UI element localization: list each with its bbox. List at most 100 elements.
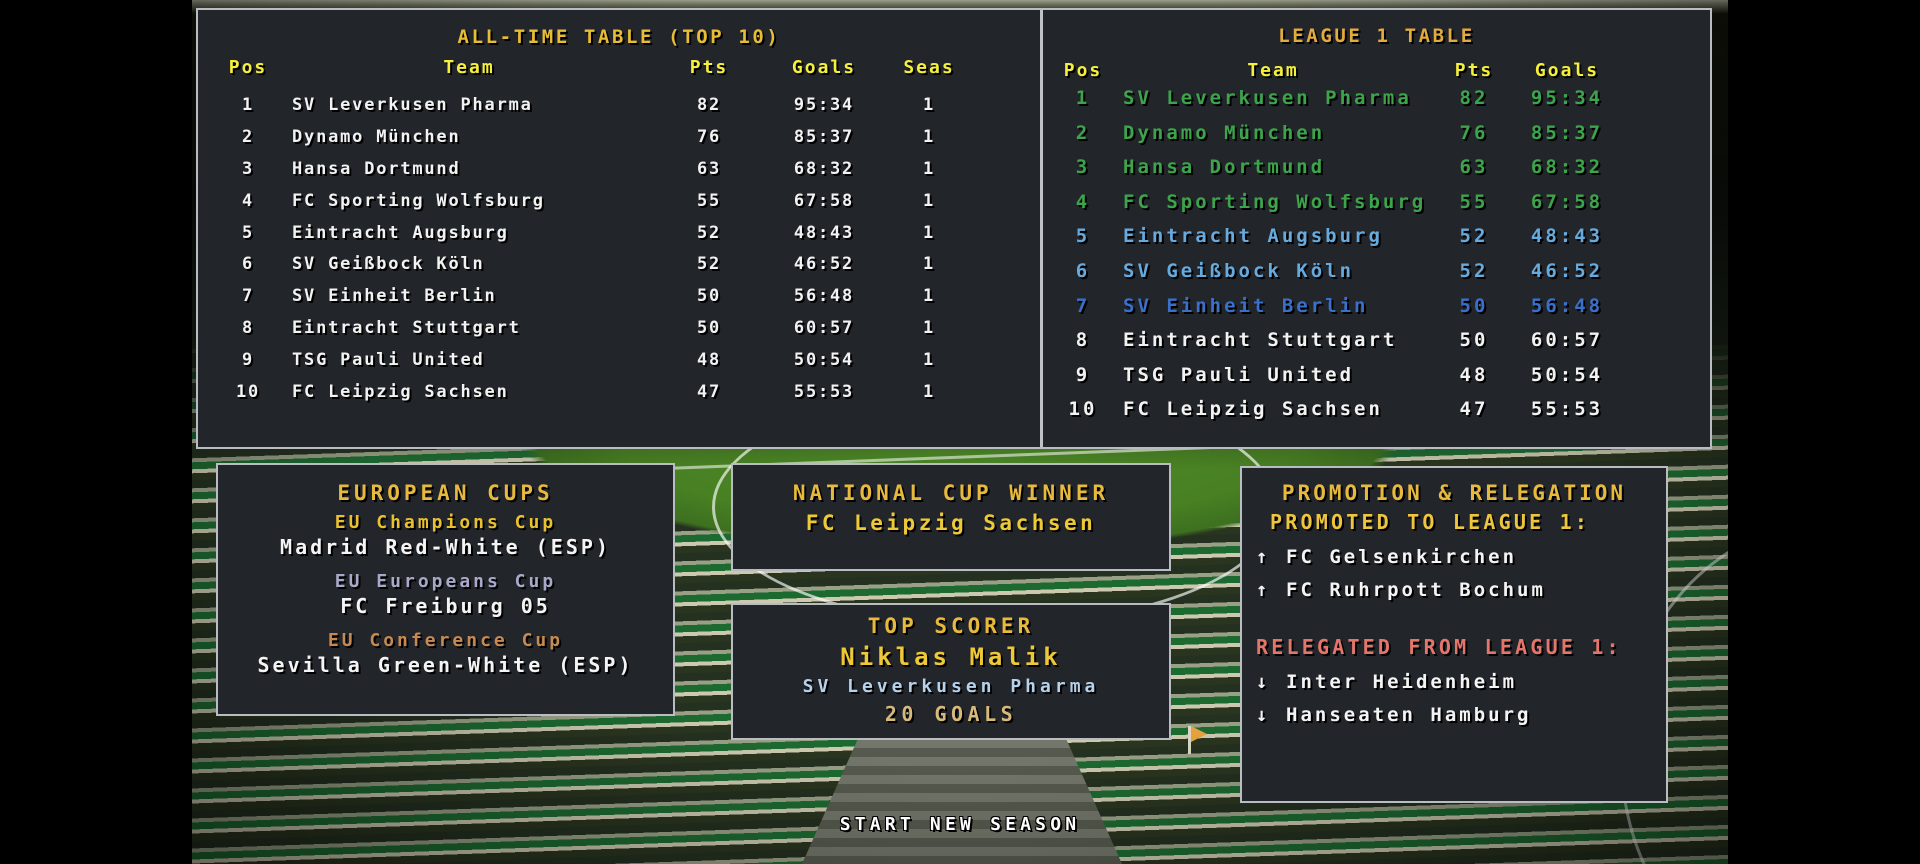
cell-pts: 52 [696,222,722,243]
cell-goals: 60:57 [1530,329,1604,352]
cup-winner-name: Madrid Red-White (ESP) [280,535,611,559]
all-time-table-rows: 1 SV Leverkusen Pharma 82 95:34 1 2 Dyna… [198,90,1040,409]
cell-pts: 52 [696,254,722,275]
cell-pos: 4 [241,190,255,211]
header-team: Team [443,57,495,78]
cell-goals: 56:48 [793,286,855,307]
cell-team: Eintracht Stuttgart [1123,329,1398,352]
european-cup-entry: EU Champions Cup Madrid Red-White (ESP) [218,512,673,560]
all-time-table-row: 8 Eintracht Stuttgart 50 60:57 1 [198,313,1040,345]
league-table-row: 5 Eintracht Augsburg 52 48:43 [1043,219,1710,254]
european-cups-title: EUROPEAN CUPS [337,481,554,505]
league-table-row: 7 SV Einheit Berlin 50 56:48 [1043,289,1710,324]
cell-pts: 52 [1459,259,1489,282]
header-team: Team [1247,60,1299,81]
cell-pts: 63 [1459,156,1489,179]
cell-team: SV Einheit Berlin [292,286,497,307]
cell-team: FC Sporting Wolfsburg [292,190,545,211]
cell-team: TSG Pauli United [1123,363,1355,386]
cell-pos: 10 [1068,398,1098,421]
header-seas: Seas [903,57,955,78]
european-cup-entry: EU Europeans Cup FC Freiburg 05 [218,571,673,619]
promoted-heading: PROMOTED TO LEAGUE 1: [1270,510,1591,534]
cell-goals: 67:58 [1530,190,1604,213]
top-scorer-title: TOP SCORER [867,614,1035,638]
cell-pts: 76 [696,126,722,147]
league-table-row: 1 SV Leverkusen Pharma 82 95:34 [1043,81,1710,116]
promoted-team-name: FC Ruhrpott Bochum [1286,579,1546,601]
cell-goals: 68:32 [1530,156,1604,179]
cell-pos: 3 [241,158,255,179]
top-scorer-goals: 20 GOALS [884,702,1018,726]
cell-goals: 95:34 [793,95,855,115]
cell-goals: 50:54 [1530,363,1604,386]
relegated-team-name: Inter Heidenheim [1286,671,1518,693]
cell-team: SV Geißbock Köln [292,254,485,275]
all-time-table-header: Pos Team Pts Goals Seas [198,56,1040,80]
top-scorer-team: SV Leverkusen Pharma [802,676,1100,697]
all-time-table-row: 6 SV Geißbock Köln 52 46:52 1 [198,249,1040,281]
cell-pos: 2 [241,126,255,147]
league-table-row: 6 SV Geißbock Köln 52 46:52 [1043,254,1710,289]
cell-seas: 1 [922,254,936,275]
down-arrow-icon: ↓ [1256,704,1271,726]
cell-team: Hansa Dortmund [292,158,461,179]
cell-seas: 1 [922,190,936,211]
all-time-table: ALL-TIME TABLE (TOP 10) Pos Team Pts Goa… [198,10,1040,447]
cell-team: TSG Pauli United [292,350,485,371]
cell-seas: 1 [922,318,936,339]
all-time-table-row: 4 FC Sporting Wolfsburg 55 67:58 1 [198,186,1040,218]
cell-pos: 3 [1075,156,1091,179]
cell-goals: 67:58 [793,190,855,211]
cell-goals: 48:43 [793,222,855,243]
promotion-relegation-title: PROMOTION & RELEGATION [1281,481,1627,505]
cell-pos: 5 [1075,225,1091,248]
cell-pos: 10 [235,382,261,403]
cell-pos: 4 [1075,190,1091,213]
all-time-table-title: ALL-TIME TABLE (TOP 10) [457,26,781,48]
cell-pts: 55 [696,190,722,211]
all-time-table-row: 3 Hansa Dortmund 63 68:32 1 [198,154,1040,186]
cell-pts: 48 [696,350,722,371]
all-time-table-row: 7 SV Einheit Berlin 50 56:48 1 [198,281,1040,313]
league-table-header: Pos Team Pts Goals [1043,59,1710,83]
cell-team: FC Sporting Wolfsburg [1123,190,1427,213]
cell-team: SV Leverkusen Pharma [1123,87,1412,109]
cup-winner-name: Sevilla Green-White (ESP) [257,653,634,677]
cell-pts: 50 [696,318,722,339]
cup-competition-label: EU Conference Cup [327,630,564,651]
table-divider [1040,10,1043,447]
header-goals: Goals [1534,60,1600,81]
league-table-row: 9 TSG Pauli United 48 50:54 [1043,358,1710,393]
cell-goals: 46:52 [793,254,855,275]
top-scorer-player: Niklas Malik [840,643,1062,671]
league-table-row: 4 FC Sporting Wolfsburg 55 67:58 [1043,185,1710,220]
league-table-title: LEAGUE 1 TABLE [1278,25,1475,47]
cell-goals: 55:53 [793,382,855,403]
european-cups-list: EU Champions Cup Madrid Red-White (ESP) … [218,512,673,678]
promoted-team: ↑ FC Gelsenkirchen [1256,544,1666,570]
relegated-team: ↓ Hanseaten Hamburg [1256,702,1666,728]
all-time-table-row: 1 SV Leverkusen Pharma 82 95:34 1 [198,90,1040,122]
cell-goals: 56:48 [1530,294,1604,317]
cell-team: Eintracht Augsburg [292,222,509,243]
national-cup-winner: FC Leipzig Sachsen [805,511,1097,535]
league-table-row: 10 FC Leipzig Sachsen 47 55:53 [1043,392,1710,427]
cell-pos: 9 [1075,363,1091,386]
league-table-row: 8 Eintracht Stuttgart 50 60:57 [1043,323,1710,358]
league-table-row: 2 Dynamo München 76 85:37 [1043,116,1710,151]
european-cup-entry: EU Conference Cup Sevilla Green-White (E… [218,630,673,678]
relegated-team-name: Hanseaten Hamburg [1286,704,1532,726]
cell-pos: 8 [1075,329,1091,352]
all-time-table-row: 9 TSG Pauli United 48 50:54 1 [198,345,1040,377]
cell-goals: 60:57 [793,318,855,339]
cell-pts: 52 [1459,225,1489,248]
start-new-season-button[interactable]: START NEW SEASON [839,814,1081,835]
cell-team: Eintracht Augsburg [1123,225,1383,248]
relegated-list: ↓ Inter Heidenheim ↓ Hanseaten Hamburg [1256,669,1666,728]
cell-seas: 1 [922,382,936,403]
relegated-team: ↓ Inter Heidenheim [1256,669,1666,695]
league-1-table: LEAGUE 1 TABLE Pos Team Pts Goals 1 SV L… [1043,10,1710,447]
cell-seas: 1 [922,286,936,307]
cell-seas: 1 [922,222,936,243]
